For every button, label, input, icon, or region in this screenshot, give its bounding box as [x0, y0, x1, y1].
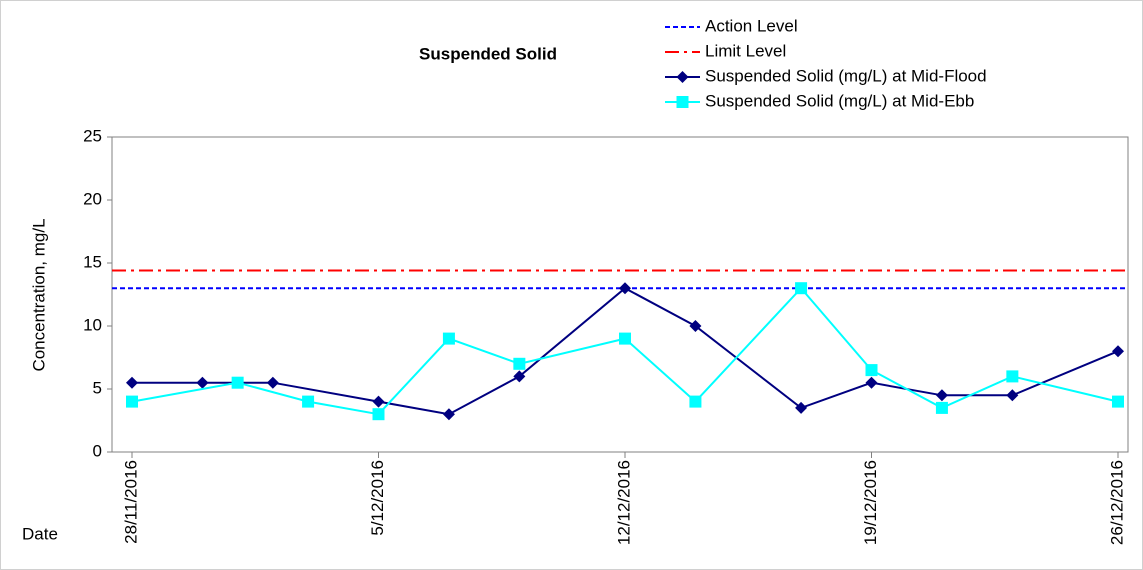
chart-title: Suspended Solid — [419, 44, 557, 63]
data-point — [865, 364, 878, 377]
data-point — [196, 376, 209, 389]
legend-label: Suspended Solid (mg/L) at Mid-Ebb — [705, 91, 974, 110]
data-point — [619, 282, 631, 295]
y-tick-label: 20 — [83, 189, 102, 208]
x-tick-label: 12/12/2016 — [614, 460, 633, 545]
data-point — [513, 370, 526, 383]
data-point — [619, 332, 631, 345]
y-tick-label: 10 — [83, 315, 102, 334]
data-point — [442, 332, 455, 345]
data-point — [795, 401, 808, 414]
data-point — [126, 395, 138, 408]
data-point — [372, 408, 385, 421]
data-point — [935, 389, 948, 402]
data-point — [513, 357, 526, 370]
data-point — [689, 395, 702, 408]
data-point — [126, 376, 138, 389]
legend-label: Suspended Solid (mg/L) at Mid-Flood — [705, 66, 987, 85]
y-tick-label: 0 — [93, 441, 102, 460]
y-tick-label: 5 — [93, 378, 102, 397]
data-point — [266, 376, 279, 389]
x-axis-label: Date — [22, 524, 58, 543]
x-tick-label: 5/12/2016 — [368, 460, 387, 536]
data-point — [372, 395, 385, 408]
plot-area — [111, 136, 1129, 453]
data-point — [865, 376, 878, 389]
y-tick-label: 25 — [83, 126, 102, 145]
y-axis-label: Concentration, mg/L — [29, 218, 48, 371]
data-point — [795, 282, 808, 295]
data-point — [1112, 395, 1124, 408]
data-point — [1006, 389, 1019, 402]
x-tick-label: 19/12/2016 — [861, 460, 880, 545]
data-point — [935, 401, 948, 414]
data-point — [689, 320, 702, 332]
data-point — [1112, 345, 1124, 358]
x-tick-label: 28/11/2016 — [121, 460, 140, 544]
x-tick-label: 26/12/2016 — [1107, 460, 1126, 545]
data-point — [1006, 370, 1019, 383]
legend-label: Limit Level — [705, 41, 786, 60]
data-point — [442, 408, 455, 421]
data-point — [302, 395, 315, 408]
y-tick-label: 15 — [83, 252, 102, 271]
legend-label: Action Level — [705, 16, 798, 35]
legend-marker — [676, 71, 689, 83]
legend-marker — [676, 96, 689, 108]
data-point — [231, 376, 244, 389]
